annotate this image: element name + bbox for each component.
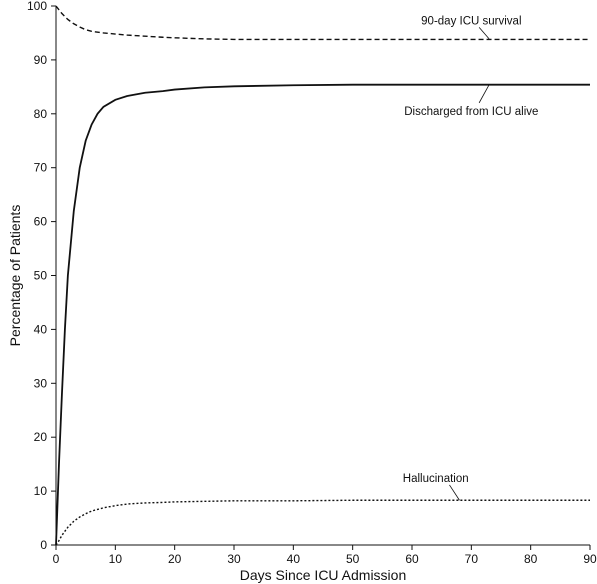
x-tick-label: 10 [109, 552, 123, 566]
x-axis-title: Days Since ICU Admission [240, 567, 407, 583]
x-tick-label: 80 [524, 552, 538, 566]
y-tick-label: 20 [34, 430, 48, 444]
y-axis-title: Percentage of Patients [7, 205, 23, 347]
annotation-leader-hallucination [449, 484, 460, 501]
y-tick-label: 50 [34, 269, 48, 283]
x-tick-label: 50 [346, 552, 360, 566]
series-line-discharged-from-icu-alive [55, 83, 590, 546]
series-line-90-day-icu-survival [55, 5, 590, 41]
x-tick-label: 20 [168, 552, 182, 566]
y-tick-label: 30 [34, 376, 48, 390]
y-tick-label: 80 [34, 107, 48, 121]
y-tick-label: 60 [34, 215, 48, 229]
y-tick-label: 0 [40, 538, 47, 552]
x-tick-label: 0 [53, 552, 60, 566]
x-tick-label: 90 [583, 552, 597, 566]
y-tick-label: 10 [34, 484, 48, 498]
x-tick-label: 30 [227, 552, 241, 566]
annotation-hallucination: Hallucination [403, 473, 469, 485]
y-tick-label: 40 [34, 322, 48, 336]
y-tick-label: 70 [34, 161, 48, 175]
x-tick-label: 60 [405, 552, 419, 566]
y-tick-label: 100 [27, 0, 47, 13]
x-tick-label: 70 [465, 552, 479, 566]
x-tick-label: 40 [287, 552, 301, 566]
axis-ticks: 0 10 20 30 40 50 60 70 80 90 100 0 10 20 30 40 50 60 70 80 9… [27, 0, 597, 566]
series-line-hallucination [55, 499, 590, 546]
annotation-leader-discharged-from-icu-alive [478, 84, 490, 104]
annotation-discharged-from-icu-alive: Discharged from ICU alive [404, 106, 538, 118]
annotations: 90-day ICU survival Discharged from ICU a… [403, 15, 538, 501]
y-tick-label: 90 [34, 53, 48, 67]
annotation-leader-90-day-icu-survival [478, 27, 490, 40]
plot-area [55, 5, 590, 546]
annotation-90-day-icu-survival: 90-day ICU survival [421, 15, 521, 27]
